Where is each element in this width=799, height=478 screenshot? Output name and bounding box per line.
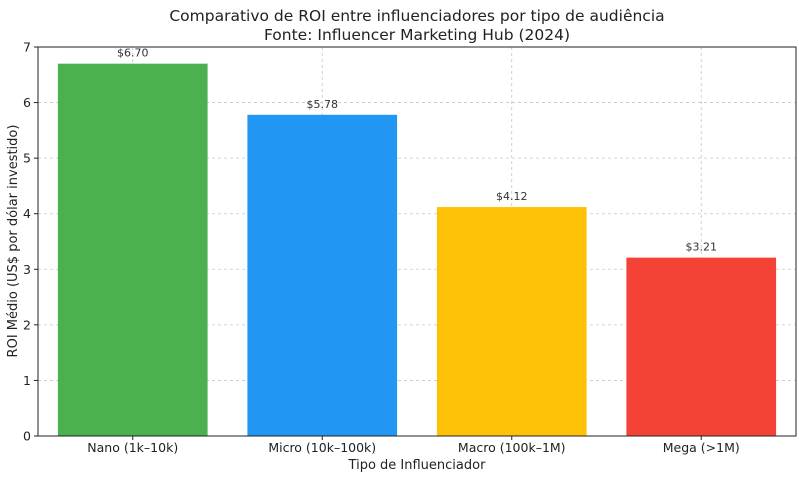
y-tick-label: 6 <box>23 95 31 110</box>
y-tick-label: 2 <box>23 317 31 332</box>
bar-value-label: $3.21 <box>686 241 718 254</box>
bar <box>57 63 208 437</box>
plot-frame <box>37 46 797 437</box>
bar <box>436 207 587 436</box>
y-tick-label: 7 <box>23 40 31 55</box>
y-tick-label: 0 <box>23 429 31 444</box>
x-tick-label: Micro (10k–100k) <box>268 440 376 455</box>
y-tick-label: 1 <box>23 373 31 388</box>
x-tick-label: Macro (100k–1M) <box>458 440 566 455</box>
data-labels: $6.70 $5.78 $4.12 $3.21 <box>117 47 717 254</box>
y-tick-label: 4 <box>23 206 31 221</box>
y-axis-label: ROI Médio (US$ por dólar investido) <box>6 125 21 358</box>
x-tick-label: Mega (>1M) <box>663 440 740 455</box>
y-axis-ticks: 0 1 2 3 4 5 6 7 <box>23 40 38 444</box>
chart-subtitle: Fonte: Influencer Marketing Hub (2024) <box>264 26 570 44</box>
x-axis-ticks: Nano (1k–10k) Micro (10k–100k) Macro (100k… <box>87 436 740 455</box>
y-tick-label: 3 <box>23 262 31 277</box>
bar-value-label: $6.70 <box>117 47 149 60</box>
y-tick-label: 5 <box>23 151 31 166</box>
x-tick-label: Nano (1k–10k) <box>87 440 178 455</box>
bar-value-label: $4.12 <box>496 190 528 203</box>
bar-value-label: $5.78 <box>307 98 339 111</box>
bar <box>626 257 777 436</box>
bars <box>57 63 777 437</box>
chart-title: Comparativo de ROI entre influenciadores… <box>169 7 664 25</box>
x-axis-label: Tipo de Influenciador <box>348 458 487 473</box>
bar <box>247 114 398 436</box>
